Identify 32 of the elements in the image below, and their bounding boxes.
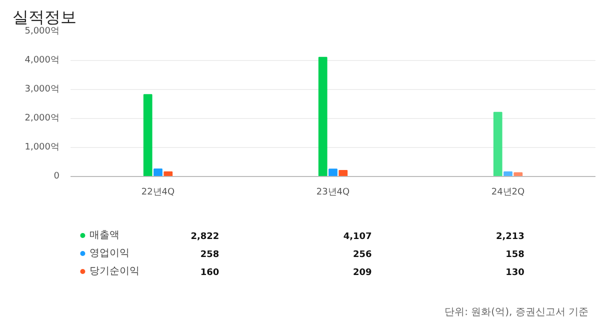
bar — [143, 94, 152, 176]
bar — [328, 168, 338, 176]
data-label: 2,822 — [190, 232, 220, 242]
bar — [504, 171, 512, 176]
data-label: 256 — [353, 250, 372, 260]
legend-label: 영업이익 — [90, 248, 130, 259]
y-tick-label: 5,000억 — [24, 26, 60, 36]
bar — [514, 172, 523, 176]
data-label: 4,107 — [343, 232, 372, 242]
data-label: 158 — [506, 250, 524, 260]
bar — [493, 112, 502, 176]
y-tick-label: 1,000억 — [24, 142, 60, 152]
data-label: 209 — [353, 268, 372, 278]
data-label: 130 — [506, 268, 524, 278]
y-tick-label: 0 — [54, 172, 60, 182]
data-label: 160 — [200, 268, 220, 278]
legend-label: 당기순이익 — [90, 266, 140, 277]
data-label: 2,213 — [496, 232, 524, 242]
bar — [154, 168, 162, 176]
text: 단위: 원화(억), 증권신고서 기준 — [444, 307, 589, 318]
x-tick-label: 22년4Q — [141, 188, 175, 198]
bar — [164, 171, 173, 176]
x-tick-label: 24년2Q — [491, 188, 525, 198]
y-tick-label: 3,000억 — [24, 84, 60, 94]
x-tick-label: 23년4Q — [316, 188, 350, 198]
y-tick-label: 4,000억 — [24, 56, 60, 66]
chart-title: 실적정보 — [12, 8, 76, 26]
legend-label: 매출액 — [90, 230, 120, 241]
bar — [338, 170, 348, 176]
data-label: 258 — [200, 250, 220, 260]
y-tick-label: 2,000억 — [24, 114, 60, 124]
bar — [318, 56, 328, 176]
